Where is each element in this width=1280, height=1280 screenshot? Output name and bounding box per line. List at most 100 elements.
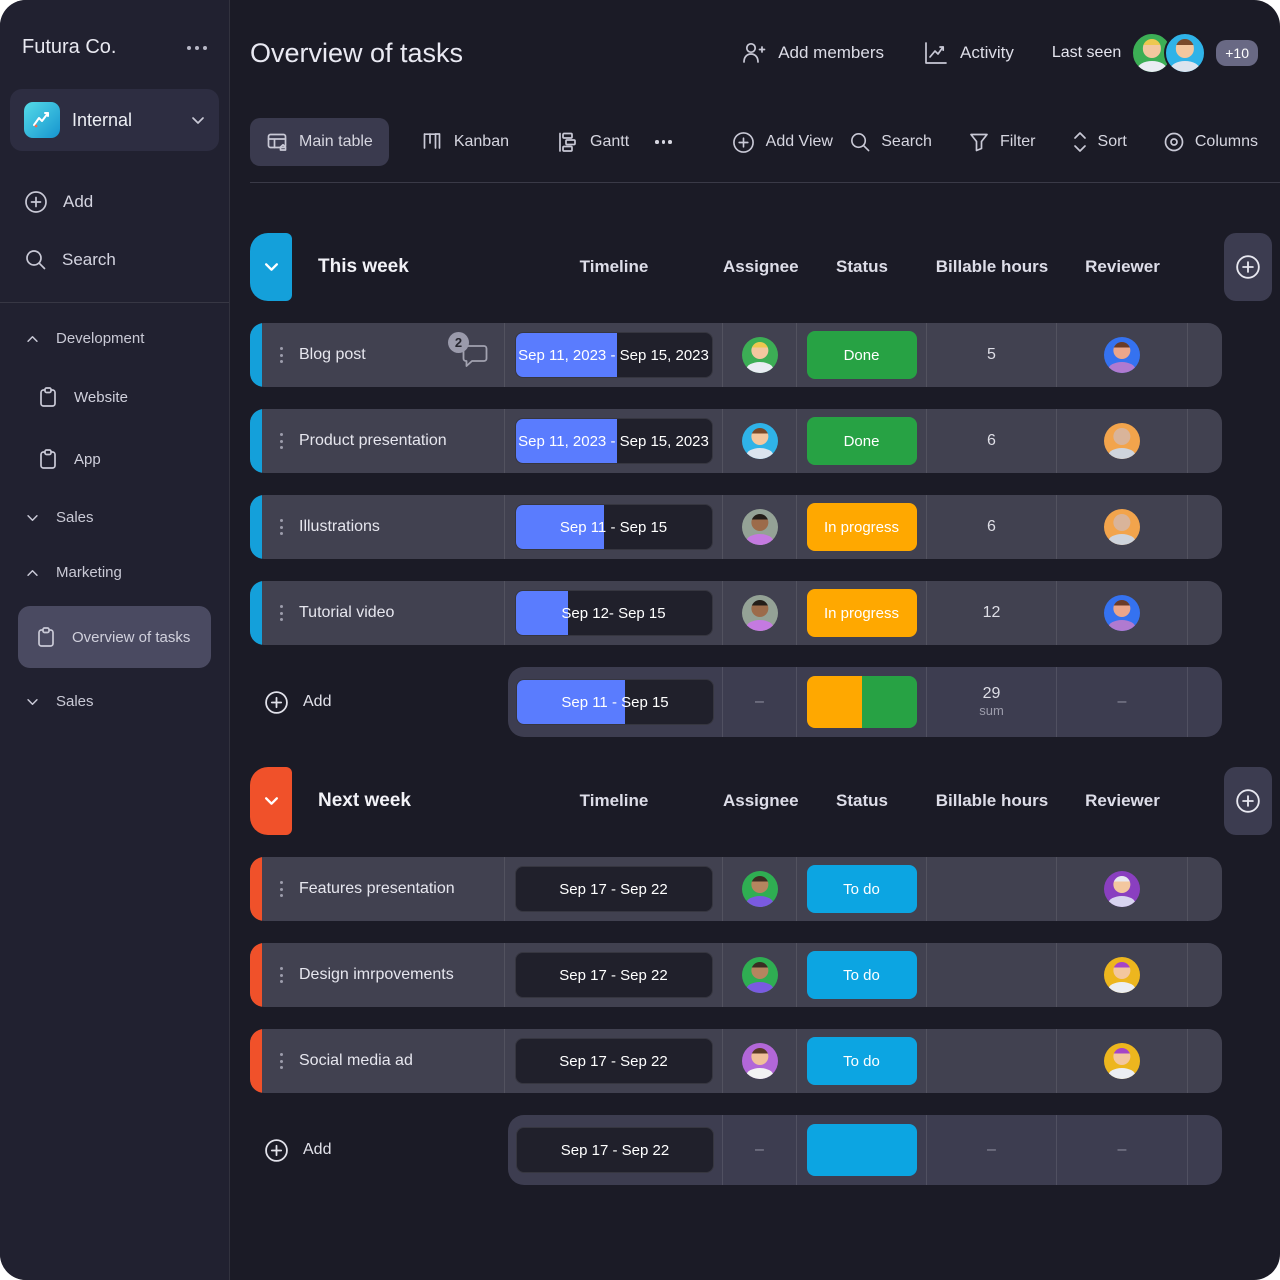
- task-name[interactable]: Features presentation: [299, 880, 455, 897]
- status-pill[interactable]: Done: [806, 331, 917, 379]
- reviewer-empty: –: [1117, 693, 1127, 710]
- add-members-button[interactable]: Add members: [740, 40, 884, 66]
- billable-hours-value[interactable]: 5: [987, 345, 996, 363]
- sidebar-section-sales[interactable]: Sales: [0, 490, 229, 545]
- workspace-selector[interactable]: Internal: [10, 89, 219, 151]
- reviewer-avatar[interactable]: [1104, 337, 1140, 373]
- status-pill[interactable]: In progress: [806, 503, 917, 551]
- reviewer-avatar[interactable]: [1104, 423, 1140, 459]
- reviewer-avatar[interactable]: [1104, 595, 1140, 631]
- reviewer-avatar[interactable]: [1104, 1043, 1140, 1079]
- table-row[interactable]: Features presentation Sep 17 - Sep 22 To…: [250, 857, 1222, 921]
- group-title[interactable]: This week: [318, 256, 409, 277]
- activity-button[interactable]: Activity: [922, 40, 1014, 66]
- add-task-button[interactable]: Add: [250, 1115, 508, 1185]
- task-name[interactable]: Product presentation: [299, 432, 447, 449]
- assignee-avatar[interactable]: [741, 595, 778, 631]
- status-summary-bar[interactable]: [806, 1124, 917, 1176]
- sidebar-item-app[interactable]: App: [0, 428, 229, 490]
- status-pill[interactable]: To do: [806, 1037, 917, 1085]
- sidebar-section-development[interactable]: Development: [0, 311, 229, 366]
- add-column-button[interactable]: [1224, 233, 1272, 301]
- table-row[interactable]: Tutorial video Sep 12- Sep 15 In progres…: [250, 581, 1222, 645]
- tab-gantt[interactable]: Gantt: [541, 118, 645, 166]
- assignee-avatar[interactable]: [741, 871, 778, 907]
- status-summary-bar[interactable]: [806, 676, 917, 728]
- filter-button[interactable]: Filter: [968, 131, 1036, 153]
- timeline-pill[interactable]: Sep 17 - Sep 22: [514, 952, 713, 998]
- assignee-avatar[interactable]: [741, 509, 778, 545]
- group-collapse-button[interactable]: [250, 233, 292, 301]
- search-button[interactable]: Search: [849, 131, 932, 153]
- tab-kanban[interactable]: Kanban: [405, 118, 525, 166]
- tab-label: Kanban: [453, 133, 509, 150]
- table-row[interactable]: Illustrations Sep 11 - Sep 15 In progres…: [250, 495, 1222, 559]
- timeline-summary-pill[interactable]: Sep 17 - Sep 22: [516, 1127, 714, 1173]
- company-menu-icon[interactable]: [187, 45, 207, 50]
- status-pill[interactable]: Done: [806, 417, 917, 465]
- timeline-pill[interactable]: Sep 11, 2023 - Sep 15, 2023: [514, 418, 713, 464]
- more-members-badge[interactable]: +10: [1216, 40, 1258, 66]
- chevron-down-icon: [264, 263, 278, 271]
- task-name[interactable]: Design imrpovements: [299, 966, 454, 983]
- add-members-label: Add members: [778, 43, 885, 62]
- table-row[interactable]: Social media ad Sep 17 - Sep 22 To do: [250, 1029, 1222, 1093]
- timeline-pill[interactable]: Sep 17 - Sep 22: [514, 866, 713, 912]
- more-views-button[interactable]: [655, 140, 672, 144]
- assignee-avatar[interactable]: [741, 1043, 778, 1079]
- timeline-summary-pill[interactable]: Sep 11 - Sep 15: [516, 679, 714, 725]
- sidebar-section-marketing[interactable]: Marketing: [0, 545, 229, 600]
- billable-hours-value[interactable]: 6: [987, 431, 996, 449]
- billable-hours-value[interactable]: 6: [987, 517, 996, 535]
- timeline-pill[interactable]: Sep 12- Sep 15: [514, 590, 713, 636]
- sidebar-section-sales-2[interactable]: Sales: [0, 674, 229, 729]
- drag-handle-icon[interactable]: [280, 881, 283, 897]
- avatar[interactable]: [1164, 32, 1207, 74]
- timeline-label: Sep 12- Sep 15: [561, 604, 666, 622]
- sidebar-search[interactable]: Search: [0, 231, 229, 288]
- task-name[interactable]: Illustrations: [299, 518, 380, 535]
- table-row[interactable]: Product presentation Sep 11, 2023 - Sep …: [250, 409, 1222, 473]
- table-row[interactable]: Design imrpovements Sep 17 - Sep 22 To d…: [250, 943, 1222, 1007]
- tab-main-table[interactable]: Main table: [250, 118, 389, 166]
- tool-label: Search: [881, 133, 932, 150]
- add-view-button[interactable]: Add View: [716, 118, 849, 167]
- drag-handle-icon[interactable]: [280, 519, 283, 535]
- assignee-avatar[interactable]: [741, 957, 778, 993]
- reviewer-avatar[interactable]: [1104, 509, 1140, 545]
- timeline-pill[interactable]: Sep 11 - Sep 15: [514, 504, 713, 550]
- clipboard-icon: [40, 387, 56, 407]
- group-title[interactable]: Next week: [318, 790, 411, 811]
- sort-button[interactable]: Sort: [1072, 131, 1127, 153]
- task-name[interactable]: Blog post: [299, 346, 366, 363]
- add-task-button[interactable]: Add: [250, 667, 508, 737]
- timeline-pill[interactable]: Sep 11, 2023 - Sep 15, 2023: [514, 332, 713, 378]
- status-pill[interactable]: To do: [806, 865, 917, 913]
- drag-handle-icon[interactable]: [280, 605, 283, 621]
- status-pill[interactable]: To do: [806, 951, 917, 999]
- timeline-progress: [515, 505, 604, 549]
- drag-handle-icon[interactable]: [280, 433, 283, 449]
- assignee-avatar[interactable]: [741, 423, 778, 459]
- drag-handle-icon[interactable]: [280, 347, 283, 363]
- task-name[interactable]: Tutorial video: [299, 604, 395, 621]
- last-seen[interactable]: Last seen +10: [1052, 32, 1258, 74]
- drag-handle-icon[interactable]: [280, 967, 283, 983]
- timeline-pill[interactable]: Sep 17 - Sep 22: [514, 1038, 713, 1084]
- add-task-label: Add: [303, 693, 332, 710]
- table-row[interactable]: Blog post 2 Sep 11, 2023 - Sep 15, 2023 …: [250, 323, 1222, 387]
- billable-hours-value[interactable]: 12: [982, 603, 1001, 621]
- task-name[interactable]: Social media ad: [299, 1052, 413, 1069]
- comments-button[interactable]: 2: [448, 332, 490, 369]
- reviewer-avatar[interactable]: [1104, 871, 1140, 907]
- sidebar-add-button[interactable]: Add: [0, 173, 229, 231]
- sidebar-item-website[interactable]: Website: [0, 366, 229, 428]
- drag-handle-icon[interactable]: [280, 1053, 283, 1069]
- add-column-button[interactable]: [1224, 767, 1272, 835]
- sidebar-item-overview-of-tasks[interactable]: Overview of tasks: [18, 606, 211, 668]
- assignee-avatar[interactable]: [741, 337, 778, 373]
- status-pill[interactable]: In progress: [806, 589, 917, 637]
- group-collapse-button[interactable]: [250, 767, 292, 835]
- reviewer-avatar[interactable]: [1104, 957, 1140, 993]
- columns-button[interactable]: Columns: [1163, 131, 1258, 153]
